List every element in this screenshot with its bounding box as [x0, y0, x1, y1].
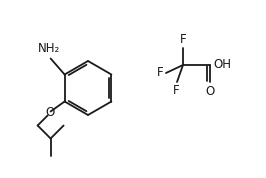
Text: O: O [45, 106, 54, 119]
Text: F: F [180, 33, 186, 46]
Text: F: F [157, 67, 164, 80]
Text: F: F [173, 84, 179, 97]
Text: O: O [205, 85, 215, 98]
Text: OH: OH [213, 59, 231, 72]
Text: NH₂: NH₂ [38, 43, 60, 56]
